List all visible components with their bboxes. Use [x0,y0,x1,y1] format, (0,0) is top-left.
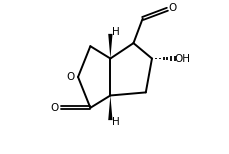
Text: H: H [112,27,119,37]
Text: O: O [67,72,75,82]
Text: H: H [112,117,119,127]
Text: O: O [51,103,59,113]
Text: OH: OH [174,54,190,63]
Polygon shape [108,34,112,59]
Polygon shape [108,95,112,120]
Text: O: O [167,4,176,13]
